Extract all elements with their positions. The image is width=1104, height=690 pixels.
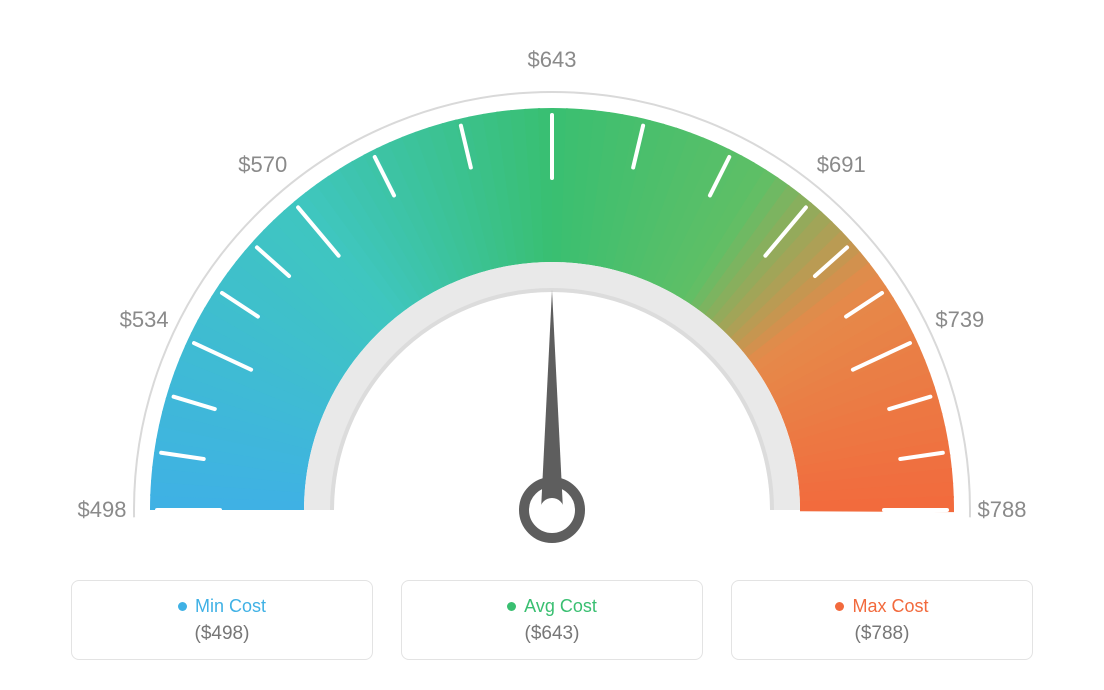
gauge-tick-label: $691 xyxy=(817,152,866,178)
dot-icon xyxy=(835,602,844,611)
gauge-tick-label: $498 xyxy=(78,497,127,523)
legend-top-max: Max Cost xyxy=(835,596,928,617)
gauge-tick-label: $643 xyxy=(528,47,577,73)
gauge-tick-label: $788 xyxy=(978,497,1027,523)
dot-icon xyxy=(178,602,187,611)
legend-label-min: Min Cost xyxy=(195,596,266,617)
gauge-chart: $498$534$570$643$691$739$788 xyxy=(92,40,1012,565)
gauge-svg xyxy=(92,40,1012,560)
legend-value-min: ($498) xyxy=(195,623,250,645)
legend-card-max: Max Cost ($788) xyxy=(731,580,1033,660)
legend-card-avg: Avg Cost ($643) xyxy=(401,580,703,660)
gauge-tick-label: $570 xyxy=(238,152,287,178)
legend-label-max: Max Cost xyxy=(852,596,928,617)
legend-value-avg: ($643) xyxy=(525,623,580,645)
legend-value-max: ($788) xyxy=(855,623,910,645)
gauge-tick-label: $739 xyxy=(935,307,984,333)
chart-container: $498 $534 $570 $643 $691 $739 $788 Min Cost ($… xyxy=(0,0,1104,690)
dot-icon xyxy=(507,602,516,611)
legend-top-min: Min Cost xyxy=(178,596,266,617)
legend-label-avg: Avg Cost xyxy=(524,596,597,617)
legend-card-min: Min Cost ($498) xyxy=(71,580,373,660)
legend-top-avg: Avg Cost xyxy=(507,596,597,617)
gauge-tick-label: $534 xyxy=(120,307,169,333)
legend: Min Cost ($498) Avg Cost ($643) Max Cost… xyxy=(71,580,1033,660)
